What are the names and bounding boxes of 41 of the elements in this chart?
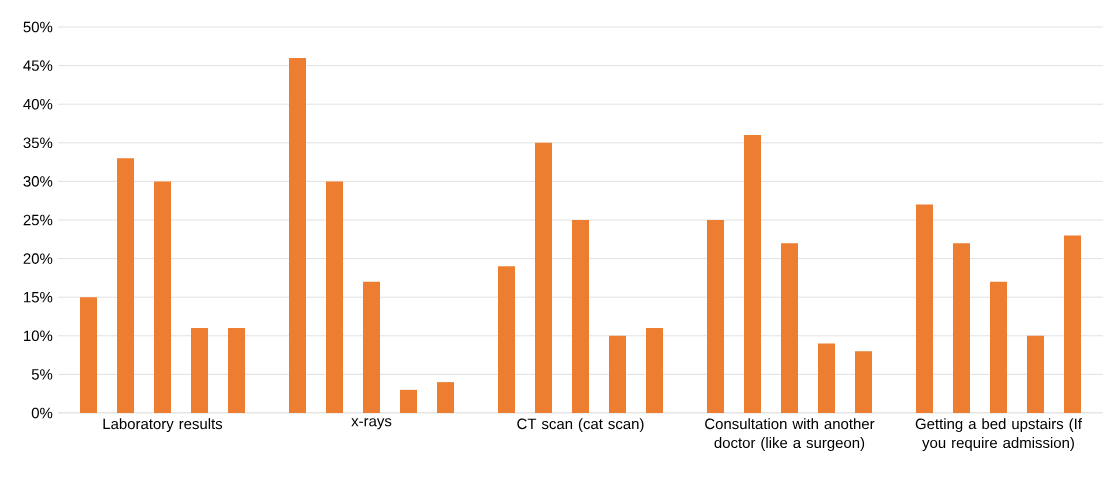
y-tick-label: 0%	[31, 407, 53, 419]
y-tick-label: 5%	[31, 369, 53, 380]
y-tick-label: 50%	[23, 21, 53, 33]
bar	[743, 135, 761, 413]
bar	[706, 220, 724, 413]
y-tick-label: 15%	[24, 291, 53, 303]
bar	[817, 343, 835, 413]
bar	[645, 328, 663, 413]
bar	[915, 204, 933, 413]
x-tick-label: Getting a bed upstairs (If you require admission)	[915, 418, 1082, 452]
y-tick-label: 35%	[23, 137, 53, 149]
x-tick-label: x-rays	[351, 418, 392, 430]
y-tick-label: 20%	[23, 253, 53, 264]
x-tick-label: CT scan (cat scan)	[517, 418, 644, 433]
bar	[326, 181, 343, 413]
y-tick-label: 10%	[24, 330, 53, 342]
bar	[608, 335, 626, 413]
y-tick-label: 25%	[23, 214, 53, 226]
bar	[228, 328, 245, 413]
bar	[854, 351, 872, 413]
y-tick-label: 40%	[23, 98, 53, 110]
bar	[780, 243, 798, 413]
x-tick-label: Consultation with another doctor (like a surgeon)	[705, 418, 875, 452]
bar	[117, 158, 134, 413]
bar	[989, 281, 1007, 413]
bar	[289, 57, 306, 413]
bar	[952, 243, 970, 413]
bar	[437, 382, 454, 413]
bar	[1063, 235, 1081, 413]
y-tick-label: 30%	[23, 176, 53, 187]
bar	[1026, 335, 1044, 413]
bar	[363, 281, 380, 413]
x-tick-label: Laboratory results	[103, 418, 223, 433]
bar	[191, 328, 208, 413]
bar	[534, 142, 552, 413]
bar	[80, 297, 97, 413]
y-tick-label: 45%	[23, 60, 53, 71]
bar	[154, 181, 171, 413]
bar	[400, 389, 417, 413]
bar	[571, 220, 589, 413]
bar	[497, 266, 515, 413]
